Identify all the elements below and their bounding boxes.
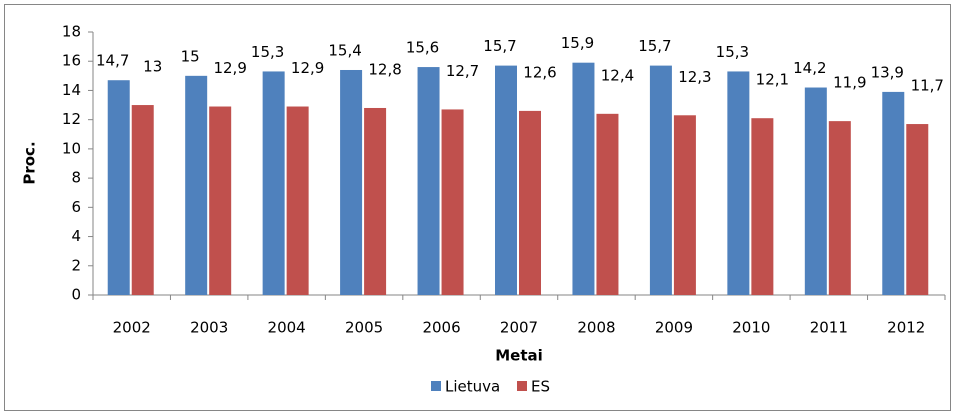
data-label: 12,4 — [601, 66, 634, 84]
data-label: 15,9 — [561, 34, 594, 52]
bar — [185, 75, 208, 295]
y-tick-label: 16 — [62, 52, 81, 70]
y-axis-title: Proc. — [21, 141, 39, 184]
bar — [596, 113, 619, 295]
x-tick-label: 2010 — [732, 319, 770, 337]
data-label: 11,9 — [833, 74, 866, 92]
y-tick-label: 18 — [62, 23, 81, 41]
x-tick-label: 2012 — [887, 319, 925, 337]
data-label: 14,7 — [96, 52, 129, 70]
chart-border — [4, 4, 951, 411]
y-tick-label: 14 — [62, 81, 81, 99]
bar — [417, 67, 440, 295]
data-label: 15 — [181, 47, 200, 65]
y-tick-label: 8 — [71, 169, 81, 187]
data-label: 11,7 — [911, 77, 944, 95]
data-label: 15,6 — [406, 39, 439, 57]
bar — [727, 71, 750, 295]
bar — [572, 62, 595, 295]
bar — [495, 65, 517, 295]
data-label: 13 — [143, 58, 162, 76]
data-label: 12,6 — [523, 63, 556, 81]
x-axis-title: Metai — [495, 347, 543, 365]
data-label: 12,8 — [368, 60, 401, 78]
x-tick-label: 2003 — [190, 319, 228, 337]
y-tick-label: 2 — [71, 256, 81, 274]
x-tick-label: 2008 — [577, 319, 615, 337]
y-tick-label: 10 — [62, 139, 81, 157]
bar — [673, 115, 696, 296]
legend-label: Lietuva — [445, 378, 500, 396]
data-label: 12,9 — [213, 59, 246, 77]
bar — [107, 80, 130, 295]
data-label: 13,9 — [871, 63, 904, 81]
bar — [882, 91, 905, 296]
bar — [209, 106, 232, 296]
data-label: 15,4 — [328, 41, 361, 59]
bar — [441, 109, 464, 295]
x-tick-label: 2002 — [113, 319, 151, 337]
data-label: 12,9 — [291, 59, 324, 77]
legend-swatch — [517, 381, 527, 391]
legend-label: ES — [531, 378, 550, 396]
y-tick-label: 4 — [71, 227, 81, 245]
x-tick-label: 2006 — [422, 319, 460, 337]
bar — [751, 118, 774, 295]
bar — [828, 121, 851, 295]
y-tick-label: 6 — [71, 198, 81, 216]
data-label: 12,7 — [446, 62, 479, 80]
bar — [286, 106, 309, 296]
legend-swatch — [431, 381, 441, 391]
data-label: 15,3 — [716, 43, 749, 61]
data-label: 15,3 — [251, 43, 284, 61]
y-tick-label: 0 — [71, 286, 81, 304]
bar — [519, 110, 541, 296]
bar — [262, 71, 285, 295]
bar — [649, 65, 672, 295]
y-tick-label: 12 — [62, 110, 81, 128]
data-label: 15,7 — [483, 37, 516, 55]
data-label: 12,3 — [678, 68, 711, 86]
x-tick-label: 2004 — [268, 319, 306, 337]
x-tick-label: 2011 — [810, 319, 848, 337]
x-tick-label: 2009 — [655, 319, 693, 337]
data-label: 14,2 — [793, 59, 826, 77]
data-label: 12,1 — [756, 71, 789, 89]
bar — [364, 107, 387, 295]
bar — [906, 124, 929, 295]
data-label: 15,7 — [638, 37, 671, 55]
bar — [340, 69, 363, 295]
bar — [131, 105, 154, 295]
x-tick-label: 2007 — [500, 319, 538, 337]
x-tick-label: 2005 — [345, 319, 383, 337]
bar — [804, 87, 827, 296]
